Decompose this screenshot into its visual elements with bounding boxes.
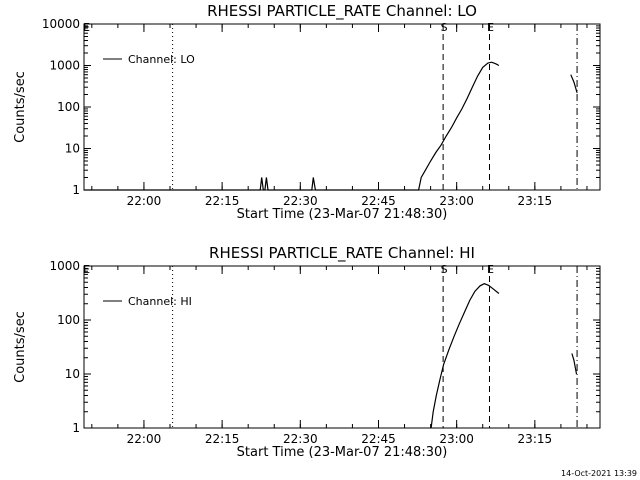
- event-marker-label: E: [487, 21, 494, 34]
- plot-frame: [83, 265, 601, 429]
- x-tick-label: 22:15: [205, 194, 240, 208]
- y-tick-label: 1000: [49, 59, 80, 73]
- y-tick-label: 10: [65, 142, 80, 156]
- panel-hi: RHESSI PARTICLE_RATE Channel: HI 1 10 100 10…: [13, 244, 601, 460]
- y-tick-label: 10000: [42, 17, 80, 31]
- plot-frame: [83, 23, 601, 191]
- y-tick-label: 1000: [49, 259, 80, 273]
- x-tick-label: 22:30: [283, 194, 318, 208]
- x-tick-label: 23:00: [439, 432, 474, 446]
- event-marker-label: E: [83, 21, 90, 34]
- legend-entry: Channel: LO: [128, 53, 195, 66]
- y-tick-label: 100: [57, 313, 80, 327]
- y-tick-label: 100: [57, 100, 80, 114]
- x-tick-label: 22:15: [205, 432, 240, 446]
- x-tick-label: 23:15: [518, 194, 553, 208]
- x-tick-label: 22:45: [361, 432, 396, 446]
- panel-lo: RHESSI PARTICLE_RATE Channel: LO 1 10 100 10…: [13, 2, 601, 222]
- series-line: [430, 283, 500, 429]
- x-axis-label: Start Time (23-Mar-07 21:48:30): [237, 207, 448, 222]
- chart-title: RHESSI PARTICLE_RATE Channel: HI: [209, 244, 475, 263]
- chart-title: RHESSI PARTICLE_RATE Channel: LO: [207, 2, 477, 21]
- x-tick-label: 23:00: [439, 194, 474, 208]
- event-marker-label: S: [441, 21, 448, 34]
- x-tick-label: 22:30: [283, 432, 318, 446]
- x-tick-label: 22:00: [127, 194, 162, 208]
- x-tick-label: 23:15: [518, 432, 553, 446]
- y-axis-label: Counts/sec: [13, 311, 28, 383]
- y-tick-label: 1: [72, 183, 80, 197]
- series-line: [571, 353, 578, 375]
- y-tick-label: 1: [72, 421, 80, 435]
- series-line: [84, 61, 500, 191]
- timestamp-label: 14-Oct-2021 13:39: [561, 469, 637, 478]
- y-axis-label: Counts/sec: [13, 71, 28, 143]
- x-tick-label: 22:45: [361, 194, 396, 208]
- y-tick-label: 10: [65, 367, 80, 381]
- event-marker-label: E: [83, 263, 90, 276]
- series-line: [570, 74, 578, 93]
- x-tick-label: 22:00: [127, 432, 162, 446]
- legend-entry: Channel: HI: [128, 295, 192, 308]
- x-axis-label: Start Time (23-Mar-07 21:48:30): [237, 445, 448, 460]
- event-marker-label: S: [441, 263, 448, 276]
- event-marker-label: E: [487, 263, 494, 276]
